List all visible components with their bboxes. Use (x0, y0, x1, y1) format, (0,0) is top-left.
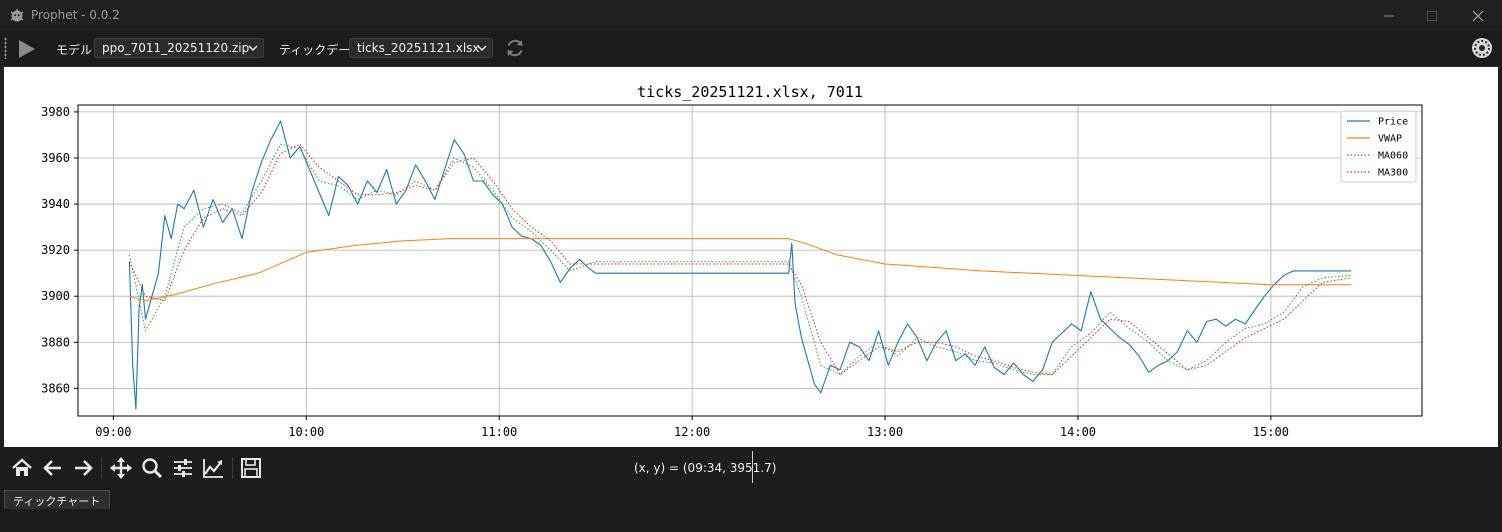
tick-data-select-value: ticks_20251121.xlsx (357, 41, 480, 55)
floppy-icon[interactable] (240, 457, 262, 479)
y-tick-label: 3920 (41, 243, 70, 257)
y-tick-label: 3900 (41, 289, 70, 303)
legend-label-vwap: VWAP (1378, 134, 1402, 145)
y-tick-label: 3880 (41, 335, 70, 349)
model-select[interactable]: ppo_7011_20251120.zip (94, 38, 264, 58)
maximize-button[interactable] (1409, 0, 1455, 31)
arrow-right-icon[interactable] (72, 457, 94, 479)
y-tick-label: 3940 (41, 197, 70, 211)
toolbar-grip[interactable] (4, 37, 7, 59)
plot-canvas[interactable]: ticks_20251121.xlsx, 7011 09:00 10:00 11:0… (4, 67, 1498, 447)
tick-chart[interactable]: ticks_20251121.xlsx, 7011 09:00 10:00 11:0… (4, 67, 1498, 447)
legend-label-ma300: MA300 (1378, 168, 1408, 179)
chart-line-icon[interactable] (202, 457, 224, 479)
arrow-left-icon[interactable] (42, 457, 64, 479)
y-tick-label: 3980 (41, 105, 70, 119)
tab-tick-chart[interactable]: ティックチャート (4, 490, 111, 509)
x-tick-label: 10:00 (288, 425, 324, 439)
refresh-icon[interactable] (504, 37, 526, 59)
maximize-icon (1427, 10, 1437, 21)
close-button[interactable] (1455, 0, 1501, 31)
toolbar-separator (101, 457, 102, 479)
y-tick-label: 3960 (41, 151, 70, 165)
series-line-vwap (129, 238, 1352, 302)
legend-box (1340, 110, 1417, 183)
app-icon (10, 9, 24, 22)
magnifier-icon[interactable] (141, 457, 163, 479)
tick-data-select[interactable]: ticks_20251121.xlsx (349, 38, 493, 58)
close-icon (1472, 10, 1484, 21)
x-tick-label: 12:00 (674, 425, 710, 439)
chart-title: ticks_20251121.xlsx, 7011 (637, 83, 863, 101)
model-select-value: ppo_7011_20251120.zip (102, 41, 250, 55)
title-bar: Prophet - 0.0.2 (0, 0, 1502, 31)
play-icon[interactable] (14, 37, 38, 61)
series-line-ma300 (128, 143, 1352, 375)
x-tick-label: 11:00 (481, 425, 517, 439)
main-toolbar: モデル ppo_7011_20251120.zip ティックデータ ticks_… (0, 31, 1502, 67)
axes: 09:00 10:00 11:00 12:00 13:00 14:00 15:00 3860 3… (41, 105, 1289, 439)
x-tick-label: 13:00 (867, 425, 903, 439)
axes-frame (77, 104, 1423, 417)
tab-bar: ティックチャート (0, 488, 1502, 532)
chevron-down-icon (248, 45, 258, 52)
toolbar-separator (232, 457, 233, 479)
move-icon[interactable] (110, 457, 132, 479)
x-tick-label: 14:00 (1060, 425, 1096, 439)
navigation-toolbar: (x, y) = (09:34, 3951.7) (0, 447, 1502, 488)
tick-data-label: ティックデータ (279, 43, 363, 57)
y-tick-label: 3860 (41, 381, 70, 395)
settings-icon[interactable] (1470, 36, 1494, 60)
text-cursor-divider (752, 451, 753, 483)
x-tick-label: 09:00 (95, 425, 131, 439)
window-title: Prophet - 0.0.2 (31, 8, 120, 22)
grid-lines (78, 105, 1422, 416)
model-label: モデル (56, 43, 93, 57)
minimize-icon (1384, 15, 1394, 16)
legend-label-price: Price (1378, 117, 1408, 128)
series-line-price (128, 120, 1352, 410)
sliders-icon[interactable] (172, 457, 194, 479)
cursor-coordinates: (x, y) = (09:34, 3951.7) (634, 461, 777, 475)
home-icon[interactable] (11, 457, 33, 479)
chevron-down-icon (477, 45, 487, 52)
series-layer (128, 120, 1352, 410)
series-line-ma060 (128, 143, 1352, 375)
tab-tick-chart-label: ティックチャート (13, 495, 101, 508)
legend-label-ma060: MA060 (1378, 151, 1408, 162)
legend: Price VWAP MA060 MA300 (1340, 110, 1417, 183)
x-tick-label: 15:00 (1253, 425, 1289, 439)
minimize-button[interactable] (1366, 0, 1412, 31)
